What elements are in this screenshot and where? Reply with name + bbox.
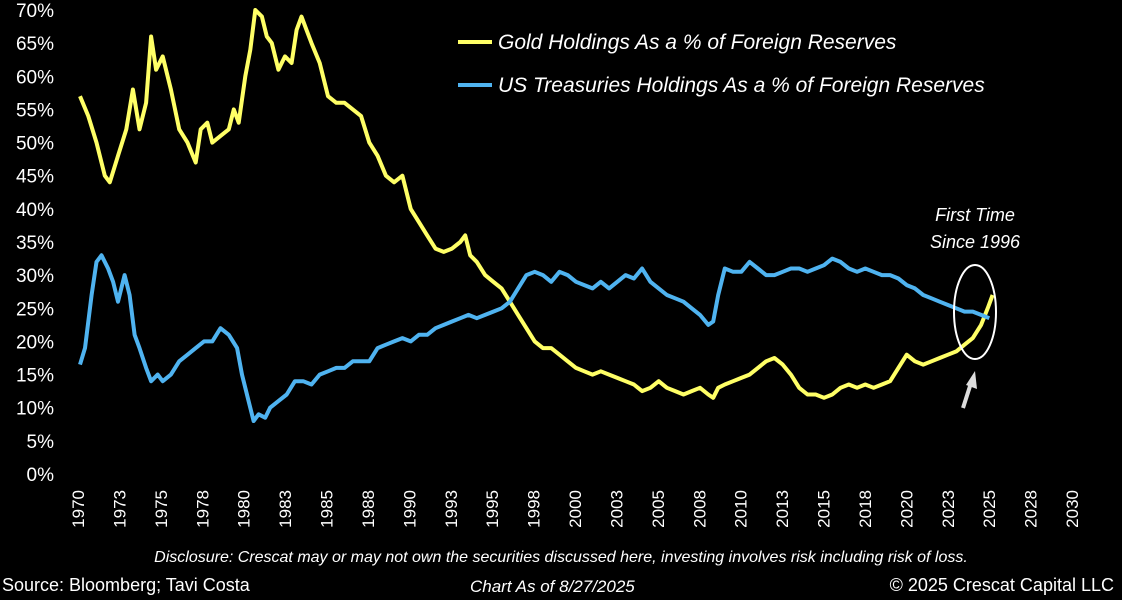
annotation-circle: [953, 264, 997, 360]
x-tick-label: 2003: [607, 490, 626, 528]
x-tick-label: 2030: [1063, 490, 1082, 528]
y-tick-label: 50%: [16, 134, 54, 155]
legend-label-gold: Gold Holdings As a % of Foreign Reserves: [498, 31, 897, 54]
x-tick-label: 2010: [732, 490, 751, 528]
x-tick-label: 1978: [193, 490, 212, 528]
x-tick-label: 1985: [318, 490, 337, 528]
source-text: Source: Bloomberg; Tavi Costa: [2, 575, 250, 595]
x-tick-label: 1998: [525, 490, 544, 528]
x-tick-label: 2025: [980, 490, 999, 528]
x-tick-label: 2000: [566, 490, 585, 528]
series-line-gold: [78, 8, 995, 400]
copyright-text: © 2025 Crescat Capital LLC: [889, 575, 1114, 595]
y-tick-label: 60%: [16, 67, 54, 88]
x-tick-label: 1988: [359, 490, 378, 528]
x-tick-label: 1973: [110, 490, 129, 528]
x-tick-label: 2008: [690, 490, 709, 528]
x-tick-label: 1990: [400, 490, 419, 528]
x-tick-label: 2020: [897, 490, 916, 528]
y-tick-label: 35%: [16, 233, 54, 254]
annotation-line-1: First Time: [935, 205, 1015, 225]
y-tick-label: 10%: [16, 399, 54, 420]
x-tick-label: 1980: [235, 490, 254, 528]
legend: Gold Holdings As a % of Foreign Reserves…: [458, 31, 985, 97]
x-tick-label: 2013: [773, 490, 792, 528]
annotation-line-2: Since 1996: [930, 232, 1021, 252]
series-lines: [78, 8, 995, 423]
x-tick-label: 2028: [1022, 490, 1041, 528]
y-tick-label: 45%: [16, 167, 54, 188]
y-tick-label: 30%: [16, 266, 54, 287]
x-axis-ticks: 1970 1973 1975 1978 1980 1983 1985 1988 1990 1993…: [69, 490, 1082, 528]
y-tick-label: 40%: [16, 200, 54, 221]
y-tick-label: 5%: [27, 432, 55, 453]
series-line-treasuries: [78, 253, 991, 423]
y-tick-label: 70%: [16, 1, 54, 22]
x-tick-label: 2023: [939, 490, 958, 528]
x-tick-label: 1975: [152, 490, 171, 528]
y-tick-label: 20%: [16, 332, 54, 353]
disclosure-text: Disclosure: Crescat may or may not own t…: [154, 549, 968, 566]
y-tick-label: 0%: [27, 465, 55, 486]
x-tick-label: 2018: [856, 490, 875, 528]
y-tick-label: 15%: [16, 366, 54, 387]
first-time-annotation: First Time Since 1996: [930, 205, 1021, 409]
y-tick-label: 55%: [16, 100, 54, 121]
y-axis-ticks: 0% 5% 10% 15% 20% 25% 30% 35% 40% 45% 50% 55% 60% 65%…: [16, 1, 54, 486]
x-tick-label: 1993: [442, 490, 461, 528]
x-tick-label: 1983: [276, 490, 295, 528]
x-tick-label: 1995: [483, 490, 502, 528]
y-tick-label: 65%: [16, 34, 54, 55]
legend-label-treasuries: US Treasuries Holdings As a % of Foreign…: [498, 74, 985, 97]
x-tick-label: 1970: [69, 490, 88, 528]
x-tick-label: 2005: [649, 490, 668, 528]
annotation-arrow-icon: [961, 371, 977, 409]
x-tick-label: 2015: [815, 490, 834, 528]
chart-as-of-text: Chart As of 8/27/2025: [470, 577, 635, 596]
y-tick-label: 25%: [16, 299, 54, 320]
